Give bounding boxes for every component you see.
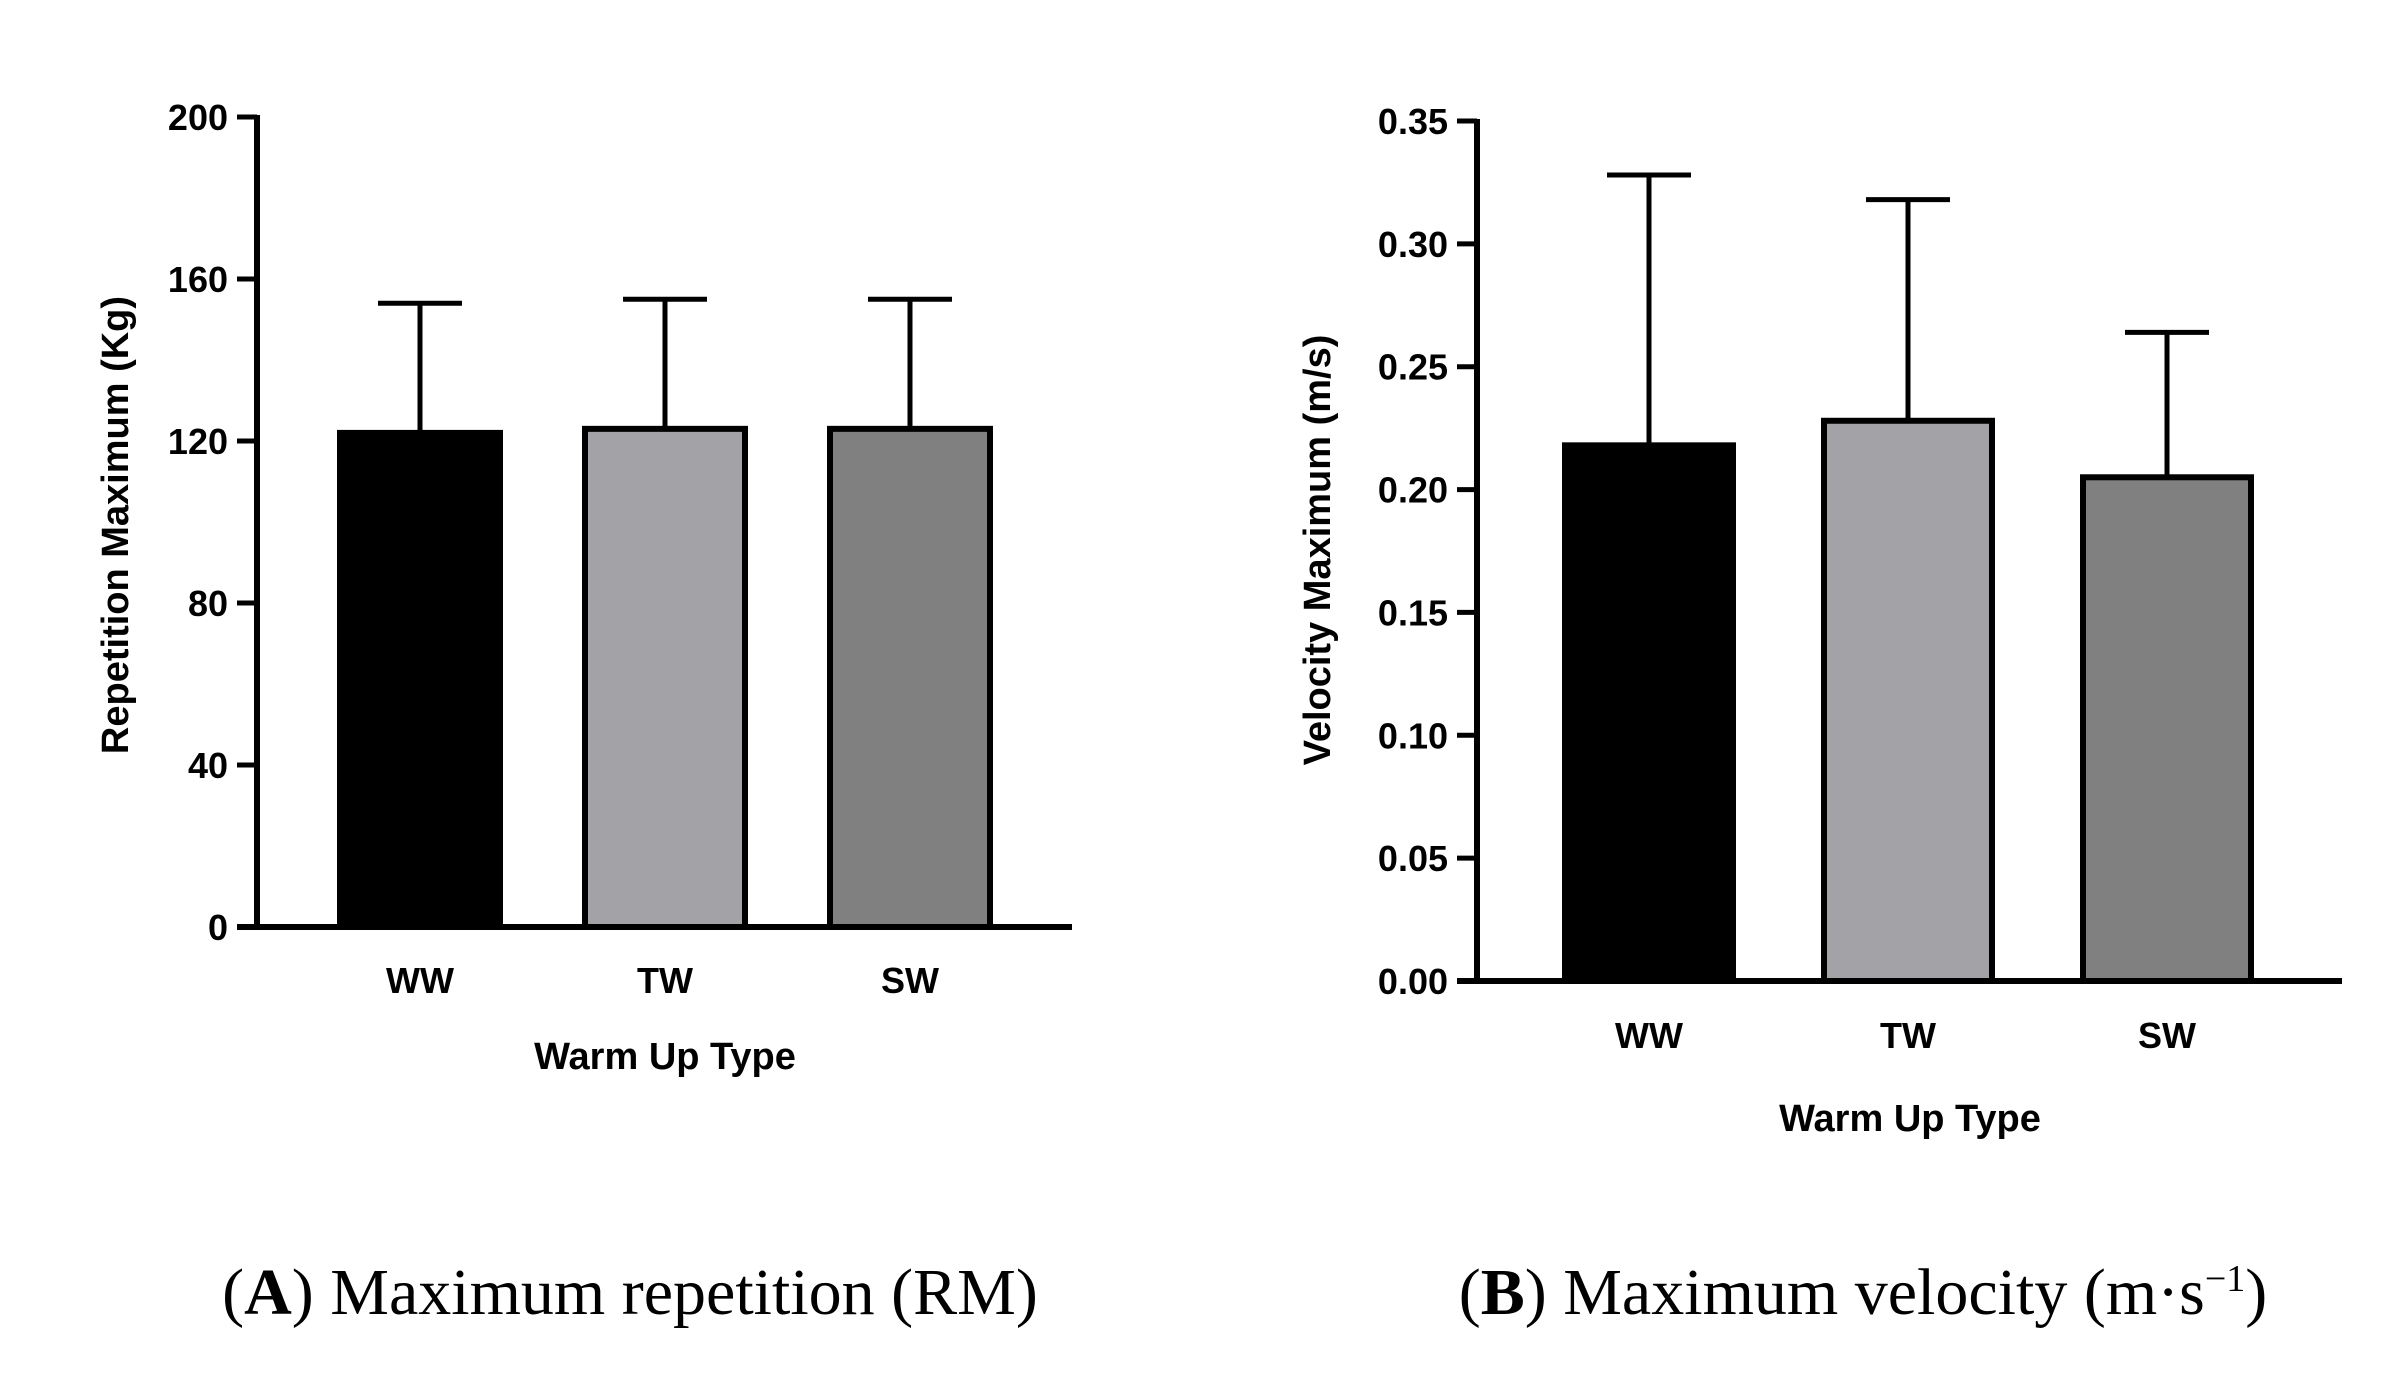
x-tick-label: TW [637,960,693,1001]
bar-tw [1821,417,1995,984]
y-tick-label: 0.25 [1378,347,1448,388]
x-tick-label: SW [881,960,939,1001]
bar-sw [2080,474,2254,984]
x-axis-title: Warm Up Type [1779,1098,2041,1140]
y-tick-label: 0.35 [1378,101,1448,142]
y-tick-label: 160 [168,259,228,300]
y-tick-label: 120 [168,421,228,462]
y-tick-label: 40 [188,745,228,786]
x-axis-title: Warm Up Type [534,1036,796,1078]
y-tick-label: 0.30 [1378,224,1448,265]
y-tick-label: 0.20 [1378,470,1448,511]
y-tick-label: 0.05 [1378,838,1448,879]
y-tick-label: 0.15 [1378,592,1448,633]
x-tick-label: WW [1615,1015,1683,1056]
y-tick-label: 80 [188,583,228,624]
y-axis-title: Repetition Maximum (Kg) [95,296,137,754]
bar-ww [1562,442,1736,985]
panel-a-caption-letter: A [244,1256,292,1329]
panel-b-caption: (B) Maximum velocity (m·s−1) [1458,1256,2268,1329]
y-tick-label: 0 [208,907,228,948]
y-axis-title: Velocity Maximum (m/s) [1297,335,1339,766]
panel-b-caption-close: ) [2245,1256,2268,1329]
bar-ww [337,429,503,930]
bar-sw [827,425,993,930]
y-tick-label: 200 [168,97,228,138]
y-tick-label: 0.00 [1378,961,1448,1002]
panel-b-chart: 0.00 0.05 0.10 0.15 0.20 0.25 0.30 0.35 WW TW SW Wa… [1297,101,2342,1140]
panel-b-caption-superscript: −1 [2204,1258,2246,1300]
panel-b-caption-letter: B [1480,1256,1525,1329]
y-tick-label: 0.10 [1378,715,1448,756]
panel-a-caption-text: Maximum repetition (RM) [330,1256,1038,1329]
x-tick-label: WW [386,960,454,1001]
x-tick-label: TW [1880,1015,1936,1056]
x-tick-label: SW [2138,1015,2196,1056]
bar-tw [582,425,748,930]
panel-a-chart: 0 40 80 120 160 200 WW TW SW Warm Up Type Repetiti… [95,97,1072,1078]
panel-b-caption-text: Maximum velocity (m·s [1563,1256,2205,1329]
panel-a-caption: (A) Maximum repetition (RM) [222,1256,1038,1329]
